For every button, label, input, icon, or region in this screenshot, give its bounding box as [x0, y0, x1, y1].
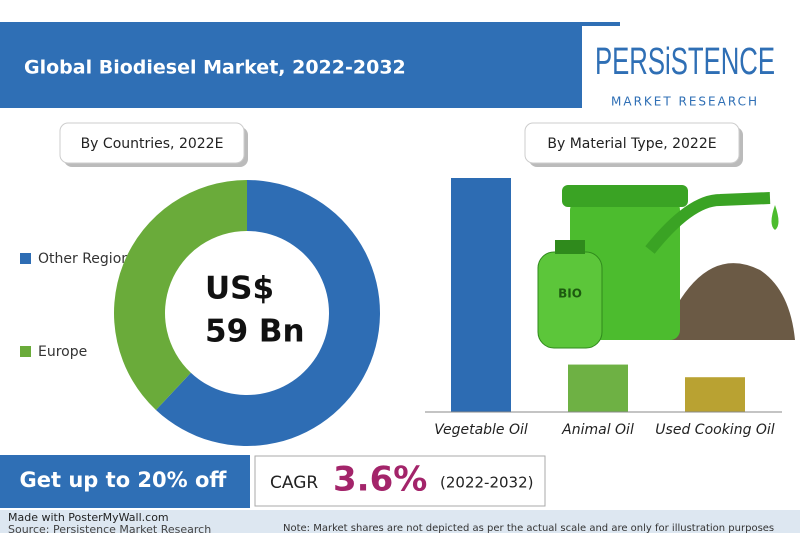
promo-box: [0, 455, 250, 508]
cagr-label: CAGR: [270, 473, 318, 493]
pill: [524, 122, 740, 164]
chart-title: By Countries, 2022E: [81, 136, 224, 152]
donut-segment: [155, 180, 380, 447]
header-band: [0, 22, 620, 108]
header-title: Global Biodiesel Market, 2022-2032: [24, 57, 406, 79]
source: Source: Persistence Market Research: [8, 523, 211, 533]
logo-box: [582, 26, 788, 110]
logo: PERSiSTENCE: [595, 41, 775, 83]
drop: [771, 205, 779, 230]
note: Note: Market shares are not depicted as …: [283, 523, 774, 533]
cagr-value: 3.6%: [333, 460, 427, 500]
nozzle: [645, 192, 771, 254]
soil: [660, 263, 795, 340]
pill: [59, 122, 245, 164]
legend-swatch: [20, 346, 31, 357]
x-tick-label: Animal Oil: [561, 422, 634, 438]
legend-label: Other Regions: [38, 251, 137, 267]
bar: [568, 364, 628, 412]
x-tick-label: Used Cooking Oil: [655, 422, 775, 438]
legend-label: Europe: [38, 344, 87, 360]
promo[interactable]: Get up to 20% off: [20, 468, 228, 492]
illustration: BIO: [537, 185, 795, 349]
canister-cap: [555, 240, 585, 254]
x-tick-label: Vegetable Oil: [434, 422, 528, 438]
chart-title: By Material Type, 2022E: [547, 136, 716, 152]
center-label: US$: [205, 271, 274, 307]
bin-lid: [562, 185, 688, 207]
made-with[interactable]: Made with PosterMyWall.com: [8, 511, 169, 524]
bar: [685, 377, 745, 412]
center-label: 59 Bn: [205, 314, 305, 350]
cagr-period: (2022-2032): [440, 474, 533, 492]
footer-band: [0, 510, 800, 533]
bar: [451, 178, 511, 412]
logo-subtitle: MARKET RESEARCH: [611, 95, 759, 109]
canister-label: BIO: [558, 287, 582, 301]
cagr-box: [254, 455, 546, 507]
donut-segment: [114, 180, 248, 410]
legend-swatch: [20, 253, 31, 264]
